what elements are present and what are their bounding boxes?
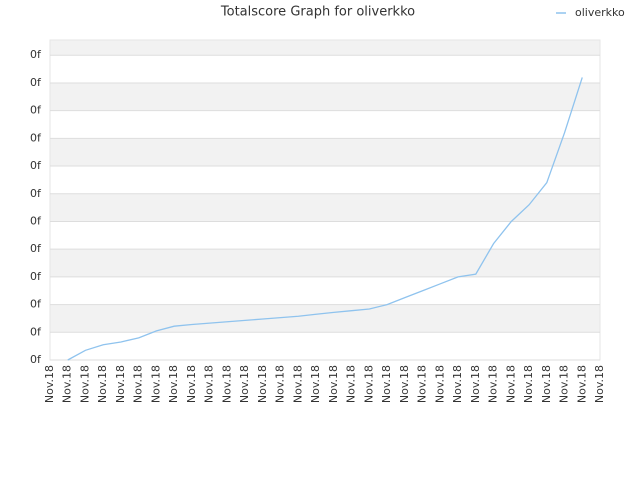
y-tick-label: 0f: [30, 187, 42, 200]
x-tick-label: Nov.18: [327, 365, 340, 403]
x-tick-label: Nov.18: [575, 365, 588, 403]
y-tick-label: 0f: [30, 270, 42, 283]
band: [50, 82, 600, 111]
y-tick-label: 0f: [30, 131, 42, 144]
x-tick-label: Nov.18: [291, 365, 304, 403]
x-tick-label: Nov.18: [540, 365, 553, 403]
x-tick-label: Nov.18: [398, 365, 411, 403]
x-tick-label: Nov.18: [416, 365, 429, 403]
x-tick-label: Nov.18: [220, 365, 233, 403]
x-tick-label: Nov.18: [61, 365, 74, 403]
x-tick-label: Nov.18: [469, 365, 482, 403]
y-tick-label: 0f: [30, 159, 42, 172]
x-tick-label: Nov.18: [256, 365, 269, 403]
band: [50, 40, 600, 56]
x-tick-label: Nov.18: [451, 365, 464, 403]
x-tick-label: Nov.18: [362, 365, 375, 403]
x-tick-label: Nov.18: [558, 365, 571, 403]
x-tick-label: Nov.18: [433, 365, 446, 403]
x-tick-label: Nov.18: [238, 365, 251, 403]
y-tick-label: 0f: [30, 104, 42, 117]
band: [50, 193, 600, 222]
x-tick-label: Nov.18: [345, 365, 358, 403]
data-line: [67, 77, 583, 361]
x-tick-label: Nov.18: [167, 365, 180, 403]
band: [50, 138, 600, 167]
x-tick-label: Nov.18: [522, 365, 535, 403]
x-tick-label: Nov.18: [78, 365, 91, 403]
y-tick-label: 0f: [30, 325, 42, 338]
x-tick-label: Nov.18: [504, 365, 517, 403]
x-tick-label: Nov.18: [593, 365, 606, 403]
band: [50, 249, 600, 277]
x-tick-label: Nov.18: [132, 365, 145, 403]
x-tick-label: Nov.18: [309, 365, 322, 403]
chart-title: Totalscore Graph for oliverkko: [220, 5, 415, 20]
y-tick-label: 0f: [30, 48, 42, 61]
legend-label: oliverkko: [575, 6, 625, 19]
x-tick-label: Nov.18: [43, 365, 56, 403]
y-tick-label: 0f: [30, 214, 42, 227]
x-tick-label: Nov.18: [380, 365, 393, 403]
x-tick-label: Nov.18: [487, 365, 500, 403]
x-tick-label: Nov.18: [274, 365, 287, 403]
band: [50, 304, 600, 333]
y-tick-label: 0f: [30, 242, 42, 255]
x-tick-label: Nov.18: [185, 365, 198, 403]
x-tick-label: Nov.18: [96, 365, 109, 403]
y-tick-label: 0f: [30, 76, 42, 89]
x-tick-label: Nov.18: [114, 365, 127, 403]
x-tick-label: Nov.18: [149, 365, 162, 403]
y-tick-label: 0f: [30, 353, 42, 366]
y-tick-label: 0f: [30, 298, 42, 311]
x-tick-label: Nov.18: [203, 365, 216, 403]
